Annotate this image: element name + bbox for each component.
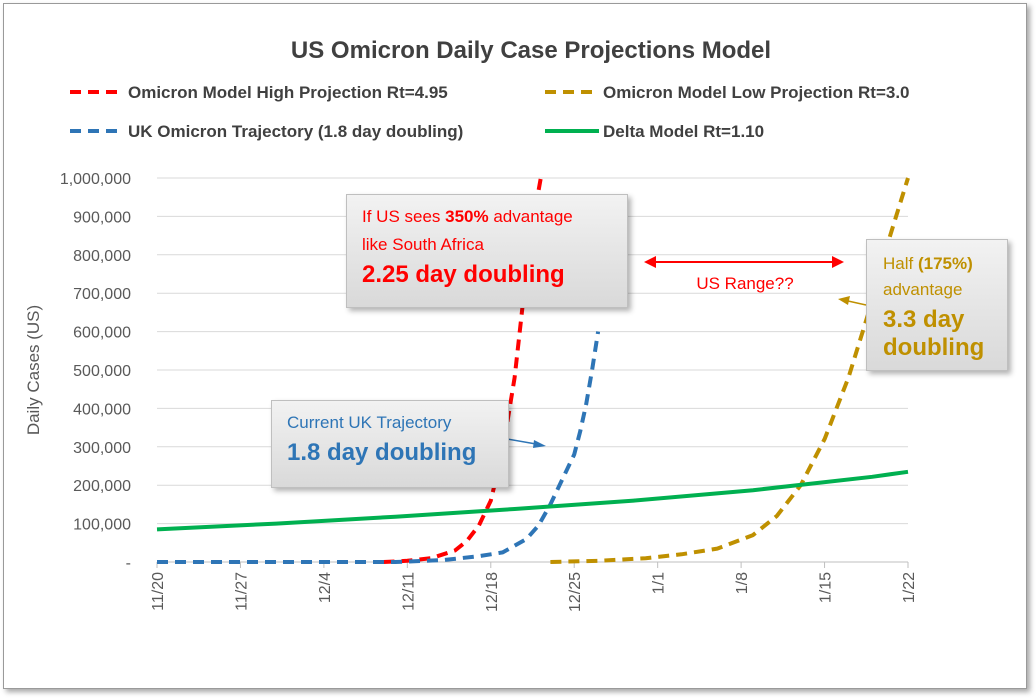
half-line1-pre: Half [883, 254, 918, 273]
x-axis-ticks: 11/20 11/27 12/4 12/11 12/18 12/25 1/1 1/8 1/15 1… [150, 562, 918, 612]
y-tick-label: 200,000 [73, 478, 131, 495]
y-tick-label: 800,000 [73, 248, 131, 265]
x-tick-label: 1/1 [651, 572, 668, 594]
y-tick-label: 700,000 [73, 286, 131, 303]
x-tick-label: 12/4 [317, 572, 334, 603]
x-tick-label: 1/15 [818, 572, 835, 603]
y-tick-label: 1,000,000 [60, 171, 131, 188]
legend-label: Omicron Model High Projection Rt=4.95 [128, 83, 448, 102]
y-tick-label: 300,000 [73, 440, 131, 457]
x-tick-label: 11/20 [150, 572, 167, 611]
half-callout-arrow-head [838, 296, 850, 305]
half-advantage-callout: Half (175%) advantage 3.3 day doubling [866, 239, 1008, 371]
sa-line1-post: advantage [488, 207, 573, 226]
uk-callout: Current UK Trajectory 1.8 day doubling [271, 400, 509, 488]
sa-line1-pre: If US sees [362, 207, 446, 226]
half-callout-line4: doubling [883, 334, 985, 361]
uk-callout-arrow [506, 438, 546, 448]
x-tick-label: 12/25 [567, 572, 584, 612]
y-tick-label: 500,000 [73, 363, 131, 380]
series-line-uk [157, 331, 601, 564]
us-range-arrow [644, 256, 844, 268]
half-line1-bold: (175%) [917, 254, 973, 273]
half-callout-line2: advantage [883, 280, 963, 299]
uk-callout-arrow-line [506, 438, 537, 445]
legend-label: UK Omicron Trajectory (1.8 day doubling) [128, 122, 463, 141]
sa-callout-line1: If US sees 350% advantage [362, 207, 573, 227]
uk-callout-line2: 1.8 day doubling [287, 439, 477, 466]
x-tick-label: 12/11 [400, 572, 417, 611]
chart-frame [3, 3, 1027, 689]
half-callout-line3: 3.3 day [883, 306, 965, 333]
y-axis-label: Daily Cases (US) [24, 305, 43, 435]
sa-callout-line3: 2.25 day doubling [362, 261, 565, 288]
half-callout-arrow-line [847, 300, 867, 306]
half-callout-line1: Half (175%) [883, 254, 973, 274]
x-tick-label: 1/22 [901, 572, 918, 603]
legend-label: Delta Model Rt=1.10 [603, 122, 764, 141]
legend-label: Omicron Model Low Projection Rt=3.0 [603, 83, 910, 102]
sa-callout-line2: like South Africa [362, 235, 484, 254]
half-callout-arrow [838, 296, 867, 306]
uk-callout-line1: Current UK Trajectory [287, 413, 452, 432]
y-tick-label: - [126, 555, 131, 572]
us-range-arrow-right-head [832, 256, 844, 268]
legend: Omicron Model High Projection Rt=4.95 Omi… [70, 83, 910, 141]
sa-line1-bold: 350% [445, 207, 489, 226]
y-axis-ticks: - 100,000 200,000 300,000 400,000 500,000 600,… [60, 171, 131, 572]
chart-title: US Omicron Daily Case Projections Model [291, 37, 771, 64]
x-tick-label: 11/27 [233, 572, 250, 611]
series-line-delta [156, 469, 909, 532]
uk-callout-arrow-head [533, 440, 546, 448]
x-tick-label: 1/8 [734, 572, 751, 594]
y-tick-label: 100,000 [73, 517, 131, 534]
x-tick-label: 12/18 [484, 572, 501, 612]
y-tick-label: 400,000 [73, 401, 131, 418]
us-range-arrow-left-head [644, 256, 656, 268]
south-africa-callout: If US sees 350% advantage like South Afr… [346, 194, 628, 308]
y-tick-label: 900,000 [73, 209, 131, 226]
y-tick-label: 600,000 [73, 325, 131, 342]
us-range-label: US Range?? [696, 274, 793, 293]
